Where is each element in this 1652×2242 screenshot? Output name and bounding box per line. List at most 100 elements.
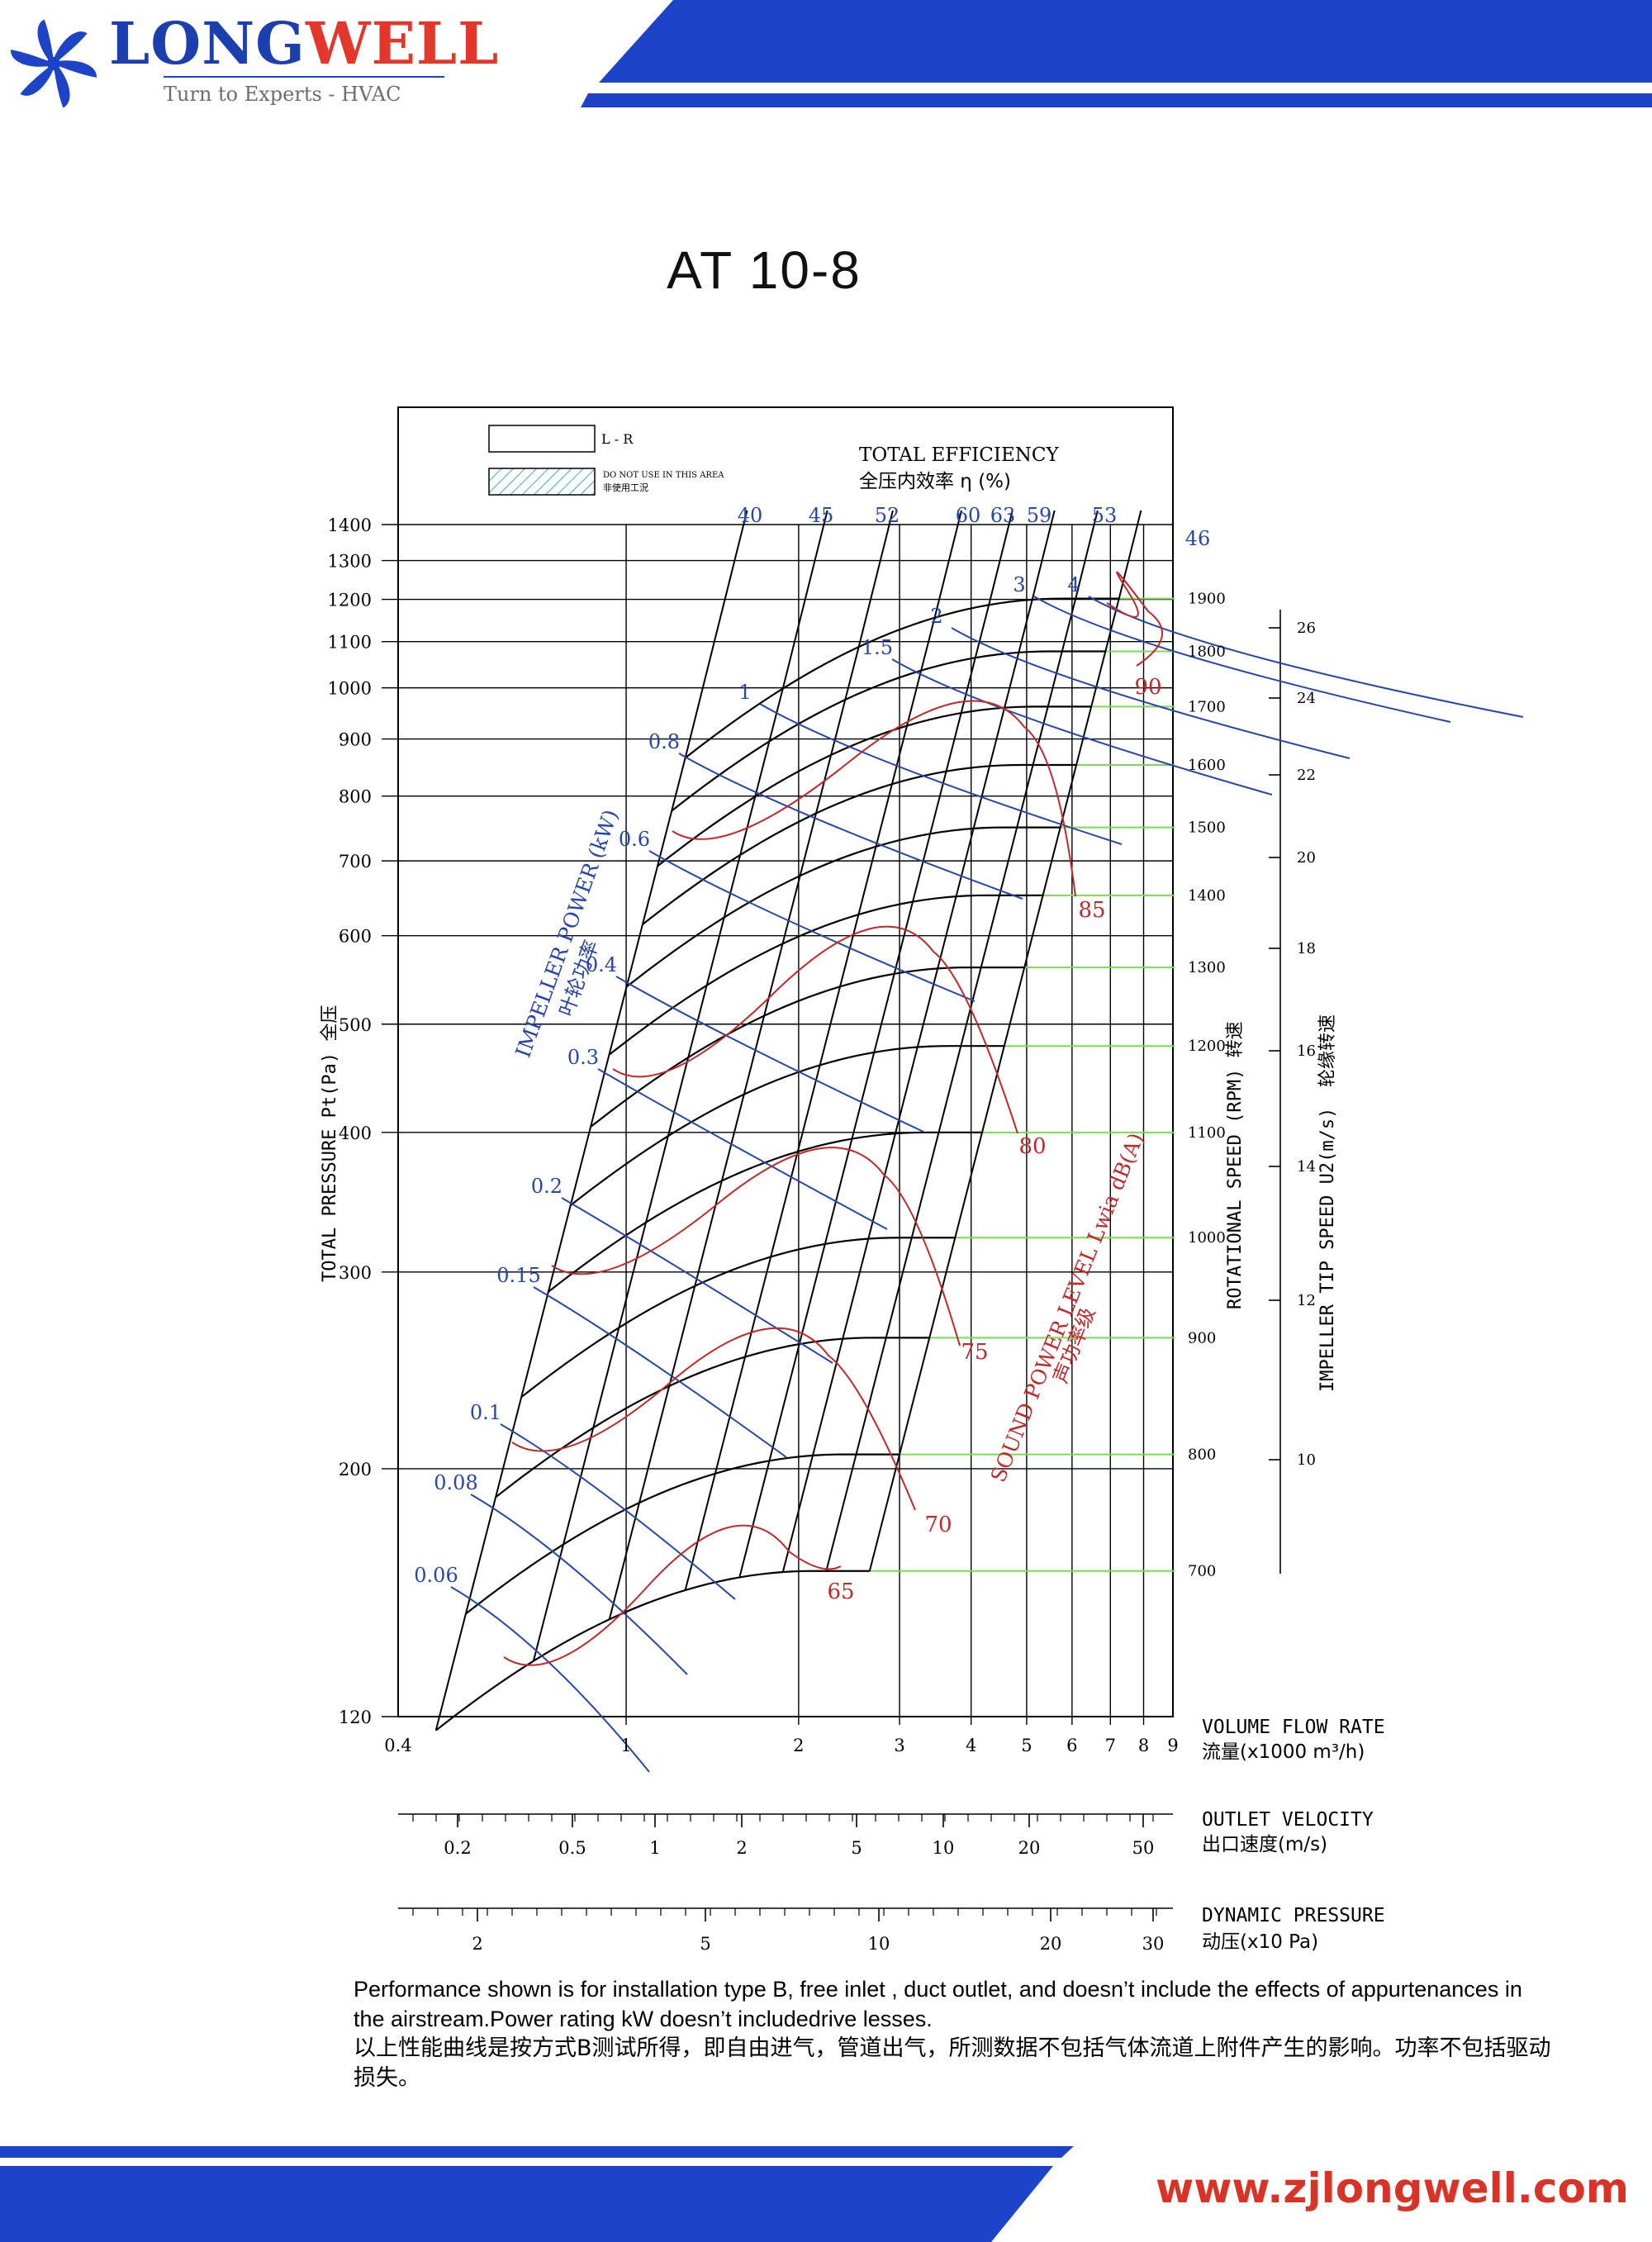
x-tick-label: 1: [620, 1736, 631, 1755]
tip-speed-label: 10: [1297, 1451, 1316, 1469]
rpm-label: 700: [1188, 1563, 1216, 1580]
outlet-velocity-label: 0.2: [444, 1838, 471, 1858]
sound-curve: [672, 700, 1076, 897]
efficiency-line: [684, 510, 962, 1591]
efficiency-label: 45: [809, 504, 834, 527]
efficiency-line: [825, 510, 1099, 1571]
y-tick-label: 200: [339, 1460, 372, 1480]
sound-curve: [612, 925, 1018, 1134]
tip-speed-label: 22: [1297, 767, 1316, 784]
power-label: 2: [930, 605, 942, 628]
sound-curve: [511, 1327, 916, 1511]
efficiency-label: 60: [956, 504, 981, 527]
tip-speed-label: 24: [1297, 690, 1316, 707]
power-label: 0.1: [470, 1401, 501, 1424]
x-axis-title-zh: 流量(x1000 m³/h): [1202, 1741, 1365, 1763]
footer-note-en: Performance shown is for installation ty…: [354, 1977, 1522, 2031]
y-tick-label: 900: [339, 730, 372, 750]
outlet-velocity-title: OUTLET VELOCITY: [1202, 1809, 1374, 1831]
rpm-label: 1300: [1188, 959, 1226, 976]
dynamic-pressure-label: 5: [700, 1934, 710, 1954]
y-tick-label: 600: [339, 927, 372, 947]
efficiency-label: 53: [1092, 504, 1118, 527]
power-label: 0.3: [567, 1046, 599, 1069]
power-label: 0.4: [586, 953, 617, 976]
sound-label: 75: [961, 1340, 988, 1365]
efficiency-label: 63: [990, 504, 1016, 527]
dynamic-pressure-label: 30: [1142, 1934, 1165, 1954]
rpm-label: 1200: [1188, 1038, 1226, 1055]
plot-frame: [397, 406, 1174, 1717]
efficiency-line: [738, 510, 1014, 1578]
power-line: [533, 1286, 787, 1458]
impeller-power-title: IMPELLER POWER (kW): [510, 806, 623, 1061]
sound-label: 90: [1134, 675, 1161, 700]
brand-name: LONGWELL: [109, 9, 500, 78]
rpm-curve: [520, 1237, 956, 1399]
x-tick-label: 9: [1167, 1736, 1178, 1755]
power-label: 3: [1013, 573, 1025, 596]
tip-speed-title: IMPELLER TIP SPEED U2(m/s): [1317, 1108, 1338, 1392]
footer-note-zh: 以上性能曲线是按方式B测试所得，即自由进气，管道出气，所测数据不包括气体流道上附…: [354, 2035, 1551, 2091]
legend-lr-box: [488, 425, 596, 453]
brand-underline: [164, 76, 444, 78]
efficiency-line: [781, 510, 1056, 1573]
tip-speed-title-zh: 轮缘转速: [1317, 1014, 1338, 1087]
power-line: [678, 753, 1023, 900]
power-line: [597, 1068, 888, 1230]
y-tick-label: 300: [339, 1263, 372, 1283]
y-tick-label: 800: [339, 787, 372, 807]
sound-curve: [1106, 571, 1163, 667]
rpm-curve: [435, 1570, 870, 1731]
power-line: [561, 1197, 833, 1364]
power-line: [500, 1423, 736, 1600]
power-label: 0.2: [531, 1175, 563, 1198]
y-tick-label: 1000: [328, 679, 372, 699]
tip-speed-label: 14: [1297, 1158, 1316, 1176]
efficiency-title-zh: 全压内效率 η (%): [859, 471, 1011, 492]
legend-lr-label: L - R: [601, 431, 634, 447]
x-tick-label: 0.4: [384, 1736, 411, 1755]
power-label: 0.08: [434, 1471, 477, 1494]
legend-hatch-label-zh: 非使用工況: [603, 482, 648, 493]
x-tick-label: 8: [1138, 1736, 1149, 1755]
efficiency-line: [532, 510, 828, 1661]
rpm-label: 1100: [1188, 1124, 1226, 1142]
efficiency-line: [608, 510, 894, 1620]
efficiency-label: 59: [1027, 504, 1052, 527]
rpm-label: 800: [1188, 1446, 1216, 1464]
website-link[interactable]: www.zjlongwell.com: [1156, 2164, 1629, 2212]
footer-stripes: [0, 2146, 1074, 2242]
sound-label: 70: [924, 1513, 952, 1537]
legend-hatch-box: [488, 468, 596, 496]
rpm-curve: [684, 597, 1119, 759]
dynamic-pressure-label: 20: [1040, 1934, 1062, 1954]
y-tick-label: 1100: [328, 633, 372, 653]
outlet-velocity-title-zh: 出口速度(m/s): [1202, 1834, 1327, 1855]
dynamic-pressure-label: 2: [472, 1934, 482, 1954]
fan-logo-icon: [10, 19, 97, 108]
y-tick-label: 500: [339, 1015, 372, 1035]
power-line: [648, 850, 976, 1002]
rpm-curve: [608, 894, 1043, 1056]
power-label: 0.8: [648, 730, 680, 753]
sound-label: 80: [1018, 1134, 1046, 1159]
power-line: [615, 976, 924, 1133]
sound-title: SOUND POWER LEVEL Lwia dB(A): [986, 1129, 1149, 1485]
rpm-label: 1000: [1188, 1229, 1226, 1247]
brand-tagline: Turn to Experts - HVAC: [164, 83, 401, 106]
tip-speed-label: 18: [1297, 940, 1316, 957]
rpm-label: 1500: [1188, 819, 1226, 837]
tip-speed-label: 12: [1297, 1292, 1316, 1309]
power-line: [759, 703, 1123, 845]
power-label: 0.6: [619, 828, 650, 851]
outlet-velocity-label: 50: [1132, 1838, 1155, 1858]
outlet-velocity-label: 1: [649, 1838, 660, 1858]
dynamic-pressure-title-zh: 动压(x10 Pa): [1202, 1931, 1318, 1953]
x-tick-label: 3: [894, 1736, 904, 1755]
efficiency-title-en: TOTAL EFFICIENCY: [859, 444, 1059, 466]
power-line: [951, 627, 1351, 759]
outlet-velocity-label: 5: [851, 1838, 862, 1858]
outlet-velocity-label: 2: [736, 1838, 747, 1858]
power-label: 0.15: [496, 1264, 540, 1287]
